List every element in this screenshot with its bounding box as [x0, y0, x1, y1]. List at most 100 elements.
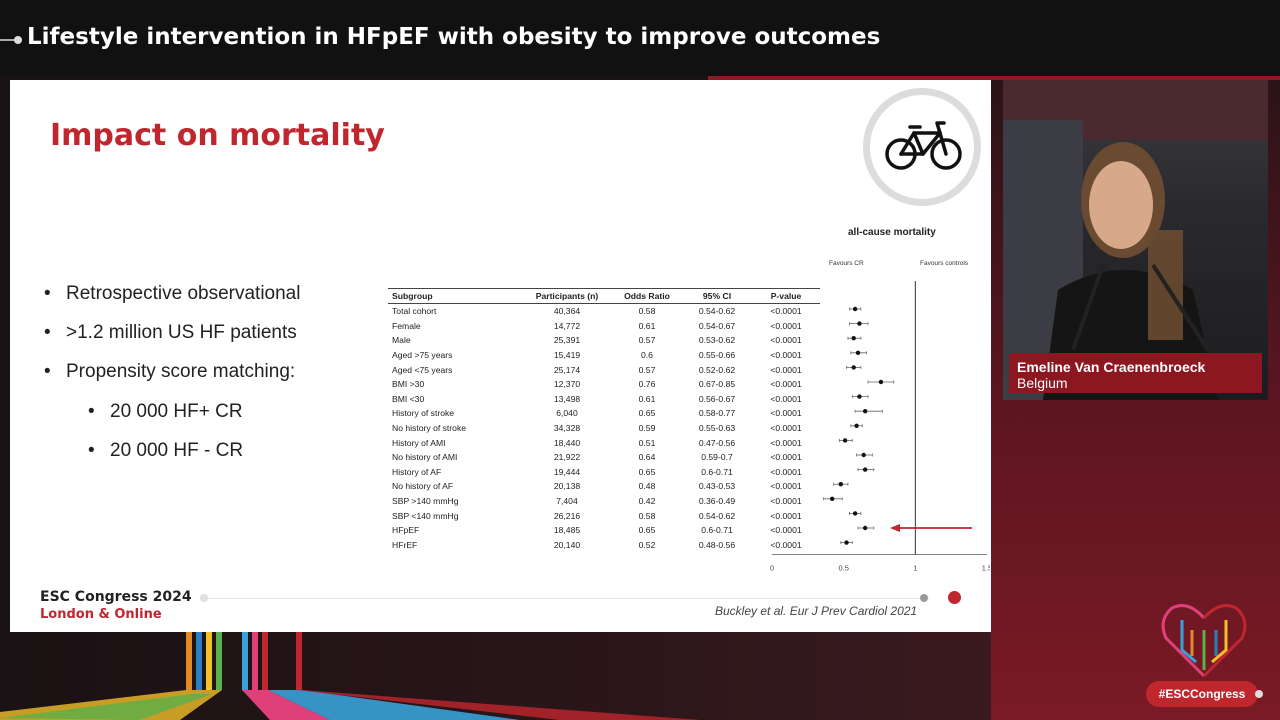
- participants-cell: 26,216: [553, 510, 581, 521]
- odds-ratio-cell: 0.58: [638, 306, 656, 317]
- odds-ratio-cell: 0.59: [638, 423, 656, 434]
- ci-cell: 0.67-0.85: [698, 379, 736, 390]
- x-tick-label: 1.5: [982, 564, 990, 573]
- participants-cell: 18,440: [553, 437, 581, 448]
- citation: Buckley et al. Eur J Prev Cardiol 2021: [715, 604, 918, 618]
- ci-cell: 0.36-0.49: [698, 496, 736, 507]
- subgroup-cell: BMI <30: [392, 393, 425, 404]
- ci-cell: 0.6-0.71: [701, 525, 733, 536]
- subgroup-cell: History of AMI: [392, 437, 446, 448]
- table-row: BMI >30 12,370 0.76 0.67-0.85 <0.0001: [388, 377, 820, 392]
- odds-ratio-cell: 0.48: [638, 481, 656, 492]
- congress-name: ESC Congress 2024: [40, 589, 192, 605]
- ci-cell: 0.53-0.62: [698, 335, 736, 346]
- col-p-value: P-value: [752, 288, 820, 304]
- point-estimate: [855, 350, 861, 355]
- p-value-cell: <0.0001: [770, 393, 802, 404]
- participants-cell: 21,922: [553, 452, 581, 463]
- table-row: History of stroke 6,040 0.65 0.58-0.77 <0.00…: [388, 406, 820, 421]
- p-value-cell: <0.0001: [770, 539, 802, 550]
- participants-cell: 14,772: [553, 320, 581, 331]
- subgroup-cell: Male: [392, 335, 411, 346]
- table-row: No history of stroke 34,328 0.59 0.55-0.63 <…: [388, 421, 820, 436]
- bullet-item: • Retrospective observational: [44, 283, 301, 304]
- table-row: SBP <140 mmHg 26,216 0.58 0.54-0.62 <0.0001: [388, 508, 820, 523]
- p-value-cell: <0.0001: [770, 364, 802, 375]
- point-estimate: [830, 496, 835, 501]
- ci-cell: 0.6-0.71: [701, 466, 733, 477]
- point-estimate: [862, 525, 868, 531]
- odds-ratio-cell: 0.76: [638, 379, 656, 390]
- table-row: Male 25,391 0.57 0.53-0.62 <0.0001: [388, 333, 820, 348]
- x-tick-label: 1: [913, 564, 917, 573]
- odds-ratio-cell: 0.65: [638, 466, 656, 477]
- participants-cell: 40,364: [553, 306, 581, 317]
- odds-ratio-cell: 0.65: [638, 408, 656, 419]
- x-tick-label: 0: [770, 564, 774, 573]
- ci-cell: 0.55-0.66: [698, 350, 736, 361]
- table-row: Total cohort 40,364 0.58 0.54-0.62 <0.0001: [388, 304, 820, 319]
- p-value-cell: <0.0001: [770, 525, 802, 536]
- col-participants: Participants (n): [522, 288, 612, 304]
- subgroup-cell: HFpEF: [392, 525, 420, 536]
- bullet-item: • Propensity score matching:: [44, 361, 296, 382]
- top-bar: Lifestyle intervention in HFpEF with obe…: [0, 0, 1280, 76]
- point-estimate: [844, 540, 849, 545]
- participants-cell: 15,419: [553, 350, 581, 361]
- participants-cell: 34,328: [553, 423, 581, 434]
- p-value-cell: <0.0001: [770, 350, 802, 361]
- hashtag-dot: [1255, 690, 1263, 698]
- table-row: History of AF 19,444 0.65 0.6-0.71 <0.0001: [388, 465, 820, 480]
- subgroup-table: Subgroup Participants (n) Odds Ratio 95%…: [388, 288, 820, 552]
- subgroup-cell: No history of AMI: [392, 452, 458, 463]
- session-title: Lifestyle intervention in HFpEF with obe…: [27, 24, 881, 50]
- ci-cell: 0.54-0.67: [698, 320, 736, 331]
- p-value-cell: <0.0001: [770, 335, 802, 346]
- hashtag-pill: #ESCCongress: [1146, 681, 1258, 707]
- table-row: No history of AMI 21,922 0.64 0.59-0.7 <0.00…: [388, 450, 820, 465]
- p-value-cell: <0.0001: [770, 496, 802, 507]
- red-strip: [708, 76, 1280, 80]
- participants-cell: 20,138: [553, 481, 581, 492]
- title-dot: [14, 36, 22, 44]
- point-estimate: [857, 394, 862, 399]
- title-connector: [0, 39, 16, 41]
- table-header-row: Subgroup Participants (n) Odds Ratio 95%…: [388, 288, 820, 304]
- decorative-stripes: [0, 632, 991, 720]
- point-estimate: [851, 336, 856, 341]
- subgroup-cell: HFrEF: [392, 539, 418, 550]
- table-row: Aged >75 years 15,419 0.6 0.55-0.66 <0.0001: [388, 348, 820, 363]
- table-row: HFpEF 18,485 0.65 0.6-0.71 <0.0001: [388, 523, 820, 538]
- bicycle-icon: [885, 121, 962, 170]
- speaker-figure: [1003, 80, 1268, 400]
- subgroup-cell: SBP <140 mmHg: [392, 510, 459, 521]
- odds-ratio-cell: 0.61: [638, 393, 656, 404]
- congress-location: London & Online: [40, 607, 162, 622]
- point-estimate: [851, 365, 856, 370]
- subgroup-cell: History of stroke: [392, 408, 455, 419]
- point-estimate: [854, 423, 859, 428]
- odds-ratio-cell: 0.64: [638, 452, 656, 463]
- speaker-name-bar: [1009, 353, 1262, 393]
- odds-ratio-cell: 0.51: [638, 437, 656, 448]
- ci-cell: 0.48-0.56: [698, 539, 736, 550]
- speaker-video: [1003, 80, 1268, 400]
- odds-ratio-cell: 0.57: [638, 335, 656, 346]
- subgroup-cell: Female: [392, 320, 421, 331]
- p-value-cell: <0.0001: [770, 423, 802, 434]
- table-row: SBP >140 mmHg 7,404 0.42 0.36-0.49 <0.0001: [388, 494, 820, 509]
- ci-cell: 0.58-0.77: [698, 408, 736, 419]
- participants-cell: 25,174: [553, 364, 581, 375]
- bullet-text: 20 000 HF+ CR: [110, 401, 243, 422]
- subgroup-cell: Aged <75 years: [392, 364, 453, 375]
- participants-cell: 18,485: [553, 525, 581, 536]
- bullet-text: Retrospective observational: [66, 283, 301, 304]
- subgroup-cell: Aged >75 years: [392, 350, 453, 361]
- col-ci: 95% CI: [682, 288, 752, 304]
- table-row: HFrEF 20,140 0.52 0.48-0.56 <0.0001: [388, 538, 820, 553]
- slide-title: Impact on mortality: [50, 118, 385, 153]
- col-subgroup: Subgroup: [388, 288, 522, 304]
- point-estimate: [852, 306, 858, 312]
- odds-ratio-cell: 0.61: [638, 320, 656, 331]
- point-estimate: [838, 482, 843, 487]
